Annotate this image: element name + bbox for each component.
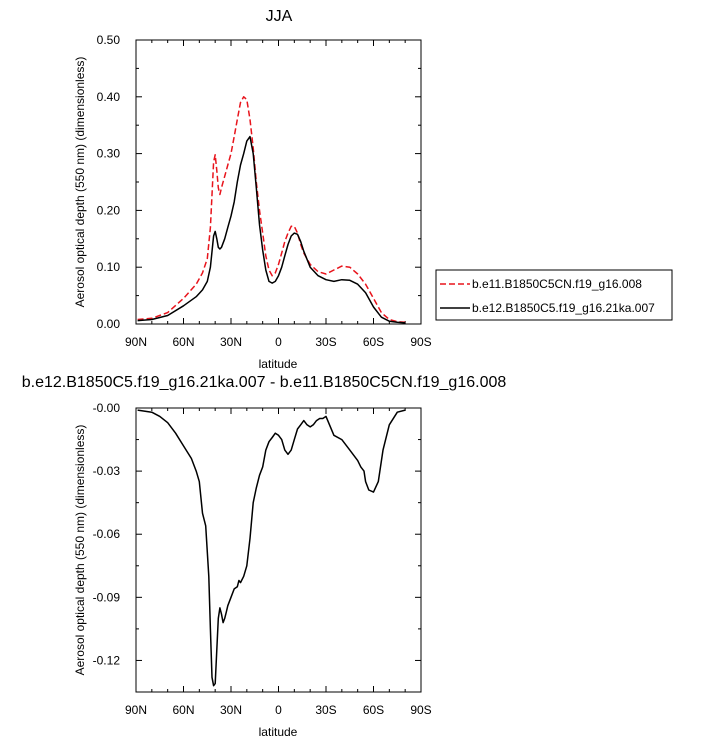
bottom-series-line-1	[137, 409, 406, 687]
top-chart-title: JJA	[266, 8, 293, 25]
top-x-tick-label: 60N	[172, 335, 194, 349]
top-y-tick-label: 0.50	[97, 33, 121, 47]
top-x-tick-label: 0	[275, 335, 282, 349]
bottom-y-tick-label: -0.06	[93, 527, 121, 541]
bottom-plot-frame	[135, 407, 422, 693]
top-series-line-2	[137, 135, 406, 324]
top-x-tick-label: 30N	[220, 335, 242, 349]
top-axis-ticks: 90N 60N 30N 0 30S 60S 90S 0.00 0.10 0.20 0.30 0.40 0…	[97, 33, 432, 349]
legend-frame	[435, 269, 673, 321]
bottom-x-tick-label: 90N	[125, 703, 147, 717]
top-y-axis-label: Aerosol optical depth (550 nm) (dimensio…	[73, 57, 87, 308]
legend: b.e11.B1850C5CN.f19_g16.008 b.e12.B1850C…	[435, 269, 673, 321]
top-x-tick-label: 30S	[315, 335, 336, 349]
top-y-tick-label: 0.10	[97, 260, 121, 274]
top-plot-frame	[135, 39, 422, 325]
bottom-x-tick-label: 30S	[315, 703, 336, 717]
bottom-x-axis-label: latitude	[259, 725, 298, 739]
top-x-tick-label: 90S	[410, 335, 431, 349]
top-y-tick-label: 0.20	[97, 203, 121, 217]
bottom-chart-panel: b.e12.B1850C5.f19_g16.21ka.007 - b.e11.B…	[22, 374, 507, 739]
bottom-x-tick-label: 90S	[410, 703, 431, 717]
bottom-series-group	[137, 409, 406, 687]
bottom-x-tick-label: 60S	[363, 703, 384, 717]
legend-label-series-2: b.e12.B1850C5.f19_g16.21ka.007	[472, 301, 655, 315]
legend-label-series-1: b.e11.B1850C5CN.f19_g16.008	[472, 277, 642, 291]
bottom-x-tick-label: 30N	[220, 703, 242, 717]
top-series-line-1	[137, 96, 406, 324]
top-y-tick-label: 0.40	[97, 90, 121, 104]
bottom-y-tick-label: -0.03	[93, 464, 121, 478]
bottom-y-tick-label: -0.00	[93, 401, 121, 415]
bottom-y-tick-label: -0.12	[93, 653, 121, 667]
top-x-tick-label: 90N	[125, 335, 147, 349]
top-x-tick-label: 60S	[363, 335, 384, 349]
bottom-y-axis-label: Aerosol optical depth (550 nm) (dimensio…	[73, 425, 87, 676]
bottom-y-tick-label: -0.09	[93, 590, 121, 604]
bottom-x-tick-label: 0	[275, 703, 282, 717]
top-x-axis-label: latitude	[259, 357, 298, 371]
bottom-chart-title: b.e12.B1850C5.f19_g16.21ka.007 - b.e11.B…	[22, 374, 507, 391]
top-y-tick-label: 0.00	[97, 317, 121, 331]
bottom-axis-ticks: 90N 60N 30N 0 30S 60S 90S -0.00 -0.03 -0.06 -0.09 -…	[93, 401, 432, 717]
top-series-group	[137, 96, 406, 324]
top-y-tick-label: 0.30	[97, 147, 121, 161]
bottom-x-tick-label: 60N	[172, 703, 194, 717]
top-chart-panel: JJA 90N 60N 30N 0 30S 60S 90S 0.00 0.10 0.20 0.30 0…	[73, 8, 673, 371]
